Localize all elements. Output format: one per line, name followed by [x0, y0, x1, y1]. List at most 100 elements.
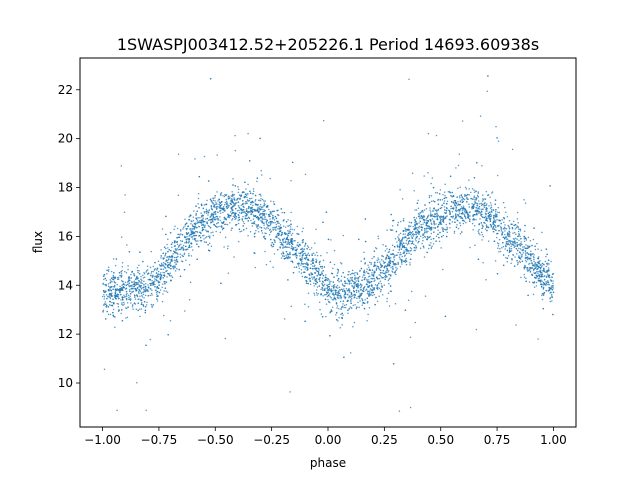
data-point [296, 262, 299, 265]
data-point [485, 190, 488, 193]
data-point [105, 294, 108, 296]
data-point [201, 219, 203, 221]
data-point [375, 296, 377, 299]
data-point [310, 272, 312, 274]
data-point [320, 293, 322, 296]
data-point [437, 198, 440, 201]
data-point [117, 289, 120, 291]
data-point [265, 218, 267, 221]
data-point [428, 196, 431, 199]
data-point [234, 185, 237, 187]
data-point [252, 190, 255, 193]
data-point [301, 254, 304, 257]
data-point [263, 214, 265, 216]
data-point [276, 234, 278, 236]
data-point [333, 249, 336, 252]
data-point [120, 271, 122, 273]
data-point [286, 243, 288, 245]
data-point [217, 226, 219, 228]
data-point [179, 229, 182, 231]
data-point [508, 225, 510, 228]
data-point [407, 299, 410, 301]
data-point [293, 228, 296, 231]
data-point [265, 213, 267, 215]
data-point [200, 221, 203, 224]
data-point [276, 221, 279, 223]
data-point [255, 229, 257, 232]
data-point [250, 213, 252, 215]
data-point [113, 294, 116, 297]
data-point [347, 273, 349, 276]
data-point [235, 217, 237, 220]
data-point [225, 200, 228, 203]
data-point [112, 258, 115, 260]
data-point [545, 281, 547, 283]
data-point [239, 197, 242, 200]
data-point [227, 204, 230, 207]
data-point [259, 213, 262, 215]
data-point [315, 289, 318, 291]
data-point [274, 215, 277, 218]
data-point [453, 202, 456, 205]
data-point [371, 277, 373, 280]
data-point [109, 300, 111, 303]
data-point [177, 248, 179, 251]
data-point [139, 290, 142, 293]
data-point [431, 177, 434, 179]
data-point [188, 298, 191, 301]
data-point [341, 305, 344, 307]
data-point [141, 282, 143, 284]
data-point [398, 249, 401, 251]
data-point [126, 316, 129, 319]
data-point [245, 227, 248, 230]
data-point [282, 241, 285, 244]
data-point [324, 276, 327, 279]
data-point [509, 241, 511, 244]
data-point [264, 250, 266, 253]
data-point [366, 292, 369, 294]
data-point [332, 292, 334, 294]
data-point [524, 202, 527, 204]
data-point [162, 268, 165, 270]
data-point [418, 215, 421, 218]
data-point [392, 249, 395, 251]
data-point [488, 205, 490, 207]
data-point [118, 272, 121, 274]
data-point [171, 260, 173, 262]
data-point [130, 298, 132, 300]
data-point [526, 258, 529, 261]
data-point [190, 255, 193, 257]
data-point [463, 213, 466, 216]
data-point [102, 311, 104, 313]
data-point [318, 285, 321, 287]
data-point [131, 290, 134, 293]
data-point [475, 213, 478, 215]
data-point [364, 272, 366, 274]
data-point [174, 261, 176, 264]
data-point [282, 225, 285, 227]
data-point [170, 275, 173, 277]
data-point [517, 262, 519, 264]
data-point [522, 248, 525, 251]
data-point [281, 244, 284, 246]
data-point [133, 273, 135, 275]
data-point [342, 271, 344, 274]
data-point [210, 215, 213, 217]
data-point [473, 203, 475, 206]
data-point [392, 271, 394, 273]
data-point [538, 262, 541, 265]
data-point [485, 279, 487, 281]
data-point [418, 231, 420, 233]
data-point [437, 225, 439, 228]
data-point [541, 298, 544, 301]
data-point [367, 275, 370, 278]
data-point [157, 273, 159, 275]
data-point [550, 260, 552, 263]
data-point [151, 279, 153, 282]
data-point [163, 314, 165, 317]
data-point [192, 228, 194, 230]
data-point [467, 198, 469, 201]
data-point [354, 274, 356, 276]
data-point [443, 206, 446, 208]
data-point [413, 243, 415, 246]
